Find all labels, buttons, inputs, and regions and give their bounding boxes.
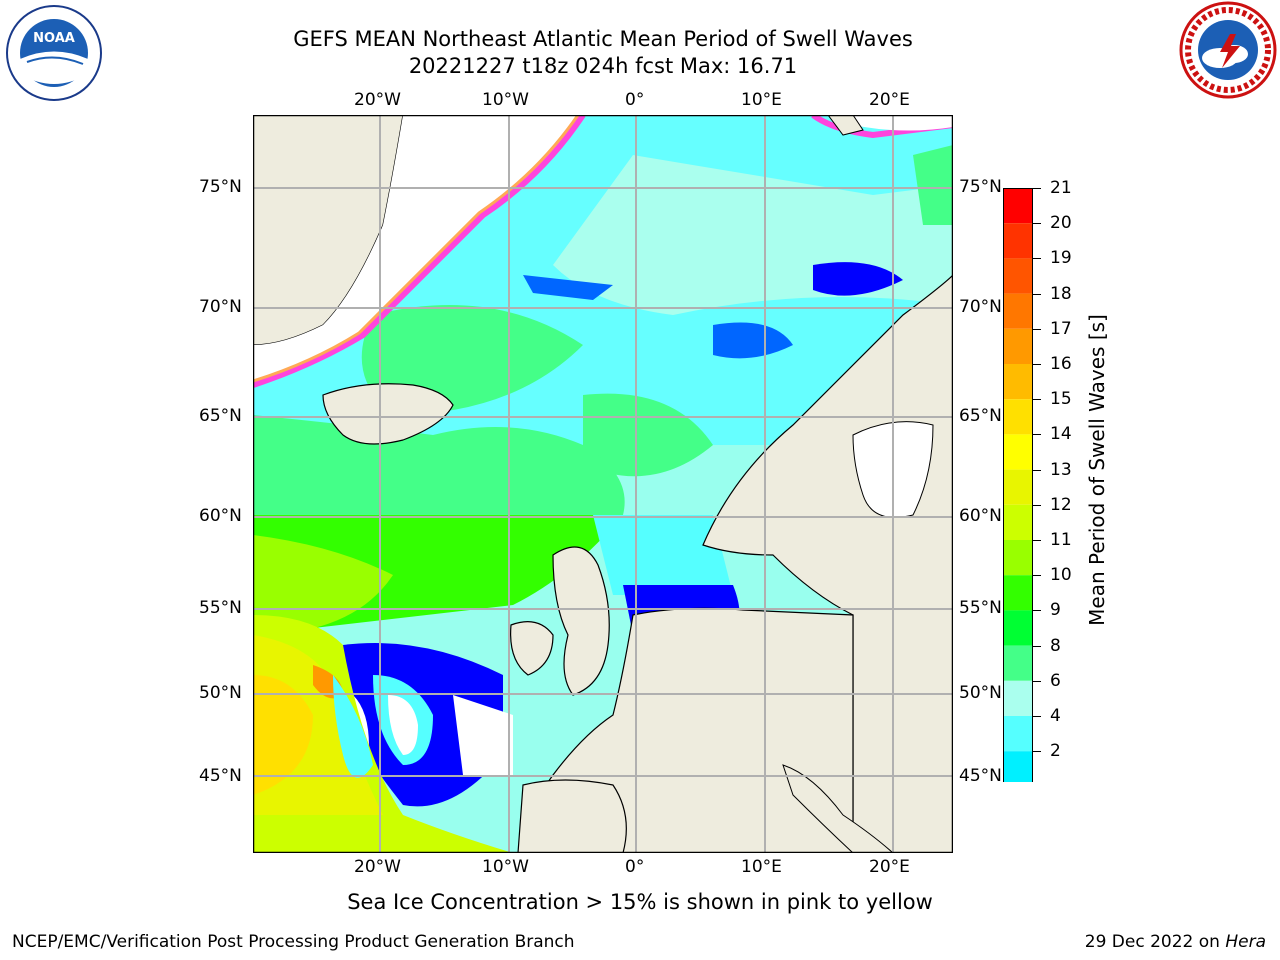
colorbar-tick-label: 15 — [1050, 389, 1072, 410]
colorbar-segment — [1003, 504, 1033, 540]
iceland-land — [322, 383, 454, 445]
colorbar-segment — [1003, 751, 1033, 782]
noaa-logo: NOAA — [6, 5, 102, 101]
colorbar-tick — [1033, 645, 1041, 647]
lon-label-bottom: 10°E — [741, 857, 782, 877]
nws-logo — [1179, 1, 1277, 99]
graticule — [253, 115, 953, 853]
colorbar-tick-label: 10 — [1050, 565, 1072, 586]
lat-label-right: 65°N — [959, 406, 1002, 426]
lon-label-bottom: 20°W — [354, 857, 401, 877]
colorbar-tick — [1033, 610, 1041, 612]
lon-label-bottom: 20°E — [869, 857, 910, 877]
scandinavia-land — [702, 274, 953, 853]
colorbar-tick-label: 19 — [1050, 248, 1072, 269]
colorbar — [1003, 188, 1033, 782]
colorbar-tick-label: 18 — [1050, 283, 1072, 304]
colorbar-tick — [1033, 540, 1041, 541]
colorbar-tick-label: 21 — [1050, 178, 1072, 198]
colorbar-segment — [1003, 188, 1033, 224]
colorbar-segment — [1003, 293, 1033, 329]
colorbar-tick — [1033, 364, 1041, 365]
colorbar-segment — [1003, 716, 1033, 752]
lon-label-top: 20°E — [869, 90, 910, 110]
colorbar-tick — [1033, 399, 1041, 401]
lon-label-bottom: 10°W — [482, 857, 529, 877]
colorbar-segment — [1003, 364, 1033, 400]
colorbar-segment — [1003, 328, 1033, 364]
footer-machine: Hera — [1225, 932, 1266, 952]
colorbar-segment — [1003, 223, 1033, 259]
colorbar-segment — [1003, 399, 1033, 435]
chart-title: GEFS MEAN Northeast Atlantic Mean Period… — [293, 27, 913, 51]
colorbar-tick-label: 11 — [1050, 530, 1072, 550]
sea-ice-edge — [253, 115, 586, 388]
colorbar-border — [1003, 188, 1033, 782]
lat-label-left: 65°N — [199, 406, 242, 426]
footer-credit: NCEP/EMC/Verification Post Processing Pr… — [12, 932, 575, 952]
lat-label-left: 45°N — [199, 766, 242, 786]
britain-land — [552, 546, 610, 696]
colorbar-tick-label: 20 — [1050, 213, 1072, 234]
colorbar-tick — [1033, 469, 1041, 471]
map-plot — [253, 115, 953, 853]
colorbar-segment — [1003, 610, 1033, 646]
colorbar-tick — [1033, 751, 1041, 753]
colorbar-tick — [1033, 258, 1041, 260]
colorbar-segment — [1003, 434, 1033, 470]
colorbar-tick — [1033, 328, 1041, 330]
lon-label-top: 10°E — [741, 90, 782, 110]
colorbar-segment — [1003, 680, 1033, 716]
sea-ice-caption: Sea Ice Concentration > 15% is shown in … — [347, 890, 933, 914]
colorbar-tick-label: 9 — [1050, 600, 1061, 621]
colorbar-segment — [1003, 540, 1033, 576]
iberia-land — [517, 779, 627, 853]
lat-label-right: 45°N — [959, 766, 1002, 786]
colorbar-tick — [1033, 575, 1041, 577]
footer-date: 29 Dec 2022 on Hera — [1085, 932, 1266, 952]
lon-label-top: 20°W — [354, 90, 401, 110]
lat-label-left: 50°N — [199, 683, 242, 703]
lat-label-left: 75°N — [199, 177, 242, 197]
colorbar-segment — [1003, 575, 1033, 611]
lat-label-right: 60°N — [959, 506, 1002, 526]
colorbar-tick — [1033, 293, 1041, 295]
lat-label-left: 55°N — [199, 598, 242, 618]
chart-subtitle: 20221227 t18z 024h fcst Max: 16.71 — [408, 54, 798, 78]
colorbar-tick-label: 13 — [1050, 459, 1072, 480]
footer-date-text: 29 Dec 2022 on — [1084, 932, 1226, 952]
colorbar-tick-label: 16 — [1050, 354, 1072, 374]
lat-label-left: 70°N — [199, 297, 242, 317]
colorbar-tick — [1033, 680, 1041, 682]
lat-label-right: 55°N — [959, 598, 1002, 618]
colorbar-tick — [1033, 188, 1041, 189]
lon-label-top: 0° — [625, 90, 645, 110]
colorbar-segment — [1003, 469, 1033, 505]
lat-label-left: 60°N — [199, 506, 242, 526]
lat-label-right: 75°N — [959, 177, 1002, 197]
colorbar-tick-label: 6 — [1050, 670, 1061, 691]
colorbar-segment — [1003, 645, 1033, 681]
lon-label-top: 10°W — [482, 90, 529, 110]
colorbar-tick — [1033, 434, 1041, 436]
ireland-land — [510, 621, 554, 676]
colorbar-tick-label: 17 — [1050, 318, 1072, 339]
colorbar-tick — [1033, 716, 1041, 717]
colorbar-tick-label: 2 — [1050, 741, 1061, 762]
colorbar-segment — [1003, 258, 1033, 294]
greenland-land — [253, 115, 404, 346]
colorbar-tick-label: 8 — [1050, 635, 1061, 656]
lat-label-right: 70°N — [959, 297, 1002, 317]
lon-label-bottom: 0° — [625, 857, 645, 877]
colorbar-tick — [1033, 223, 1041, 225]
colorbar-tick — [1033, 504, 1041, 506]
colorbar-tick-label: 14 — [1050, 424, 1072, 445]
colorbar-tick-label: 12 — [1050, 494, 1072, 515]
lat-label-right: 50°N — [959, 683, 1002, 703]
colorbar-title: Mean Period of Swell Waves [s] — [1085, 314, 1109, 626]
svg-text:NOAA: NOAA — [33, 31, 75, 46]
colorbar-tick-label: 4 — [1050, 706, 1061, 726]
